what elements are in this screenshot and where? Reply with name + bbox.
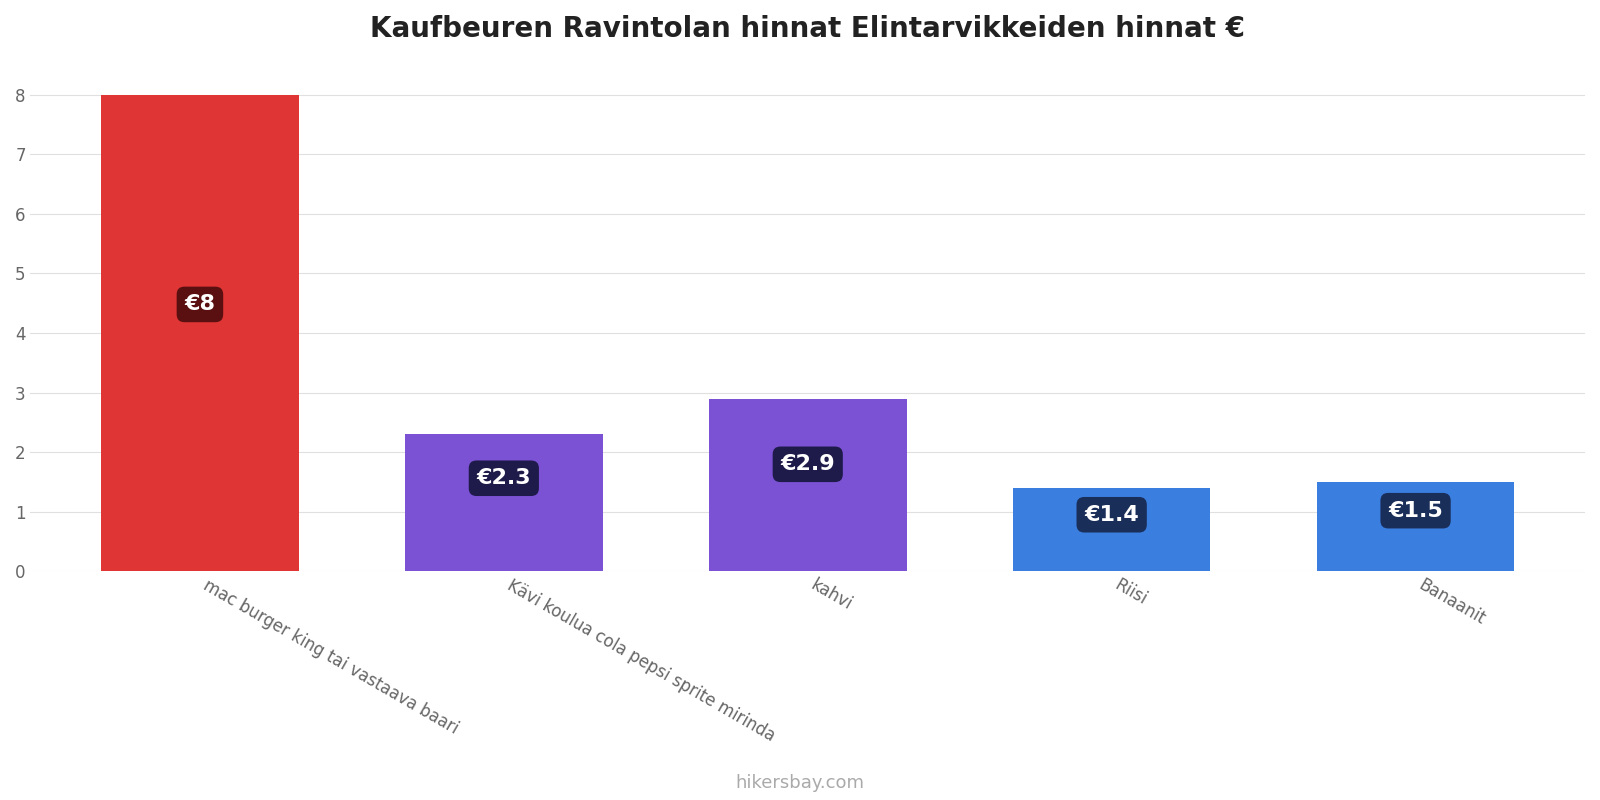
Text: €2.9: €2.9 (781, 454, 835, 474)
Text: €1.5: €1.5 (1389, 501, 1443, 521)
Text: €2.3: €2.3 (477, 468, 531, 488)
Bar (1317, 482, 1514, 571)
Bar (709, 398, 907, 571)
Text: hikersbay.com: hikersbay.com (736, 774, 864, 792)
Bar (101, 94, 299, 571)
Title: Kaufbeuren Ravintolan hinnat Elintarvikkeiden hinnat €: Kaufbeuren Ravintolan hinnat Elintarvikk… (370, 15, 1245, 43)
Text: €8: €8 (184, 294, 216, 314)
Bar (1013, 488, 1211, 571)
Text: €1.4: €1.4 (1085, 505, 1139, 525)
Bar (405, 434, 603, 571)
